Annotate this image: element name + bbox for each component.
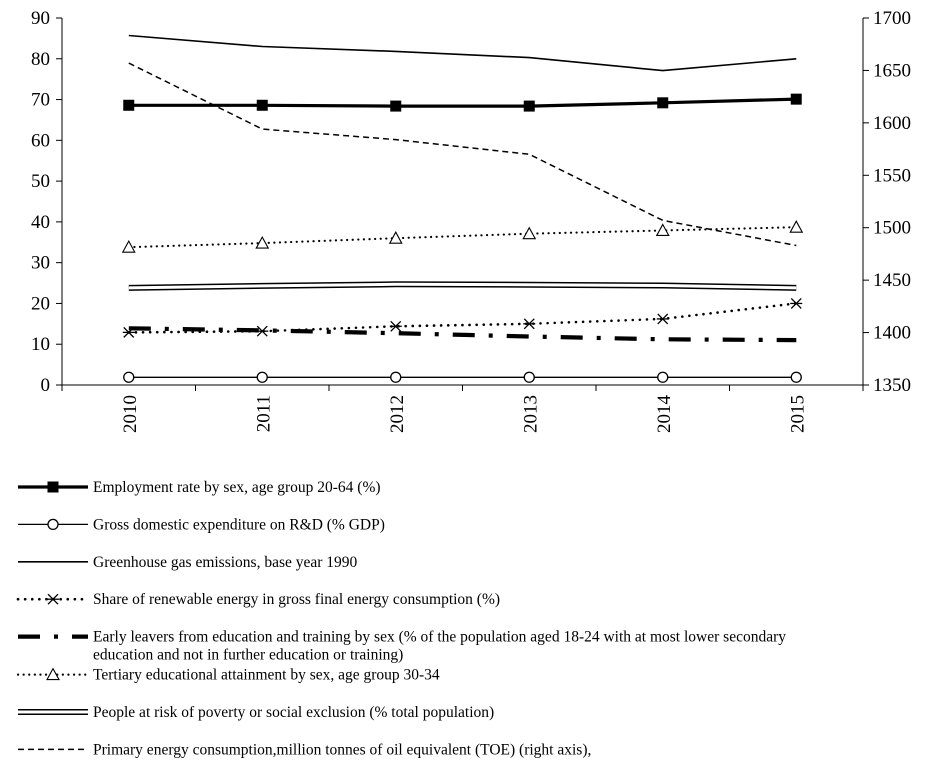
- series-3: [128, 34, 797, 72]
- right-tick-label: 1600: [873, 113, 911, 134]
- x-tick-label: 2012: [387, 395, 408, 433]
- chart-axes: 0 10 20 30 40 50 60 70 80 90 1350 1400 1450 1500 1550 1…: [31, 8, 911, 433]
- left-tick-label: 70: [31, 90, 50, 111]
- data-point: [790, 93, 802, 105]
- series-line: [128, 97, 797, 108]
- series-8: [128, 62, 797, 247]
- x-tick-label: 2015: [787, 395, 808, 433]
- data-point: [256, 371, 268, 383]
- legend-swatch-marker: [47, 593, 59, 605]
- data-point: [789, 220, 804, 233]
- data-point: [123, 99, 135, 111]
- data-point: [656, 313, 669, 325]
- legend-entry-1: Employment rate by sex, age group 20-64 …: [18, 479, 381, 496]
- x-tick-label: 2010: [120, 395, 141, 433]
- left-tick-label: 40: [31, 212, 50, 233]
- right-tick-label: 1550: [873, 165, 911, 186]
- series-line: [128, 34, 797, 72]
- legend-label: Primary energy consumption,million tonne…: [93, 741, 591, 758]
- legend-entry-6: Tertiary educational attainment by sex, …: [16, 667, 440, 684]
- series-7: [128, 281, 797, 291]
- series-4: [122, 297, 803, 338]
- series-layer: [121, 34, 804, 383]
- right-tick-label: 1450: [873, 270, 911, 291]
- series-line: [128, 326, 797, 343]
- data-point: [657, 97, 669, 109]
- data-point: [390, 371, 402, 383]
- data-point: [388, 231, 403, 244]
- data-point: [522, 226, 537, 240]
- left-tick-label: 90: [31, 8, 50, 29]
- legend-swatch-marker: [47, 481, 59, 493]
- chart-legend: Employment rate by sex, age group 20-64 …: [16, 479, 786, 758]
- x-tick-label: 2014: [654, 395, 675, 434]
- right-tick-label: 1400: [873, 323, 911, 344]
- left-tick-label: 0: [41, 375, 51, 396]
- series-6: [121, 220, 804, 253]
- data-point: [390, 100, 402, 112]
- series-line: [127, 226, 798, 249]
- legend-swatch-marker: [46, 667, 60, 681]
- data-point: [655, 223, 670, 237]
- left-tick-label: 10: [31, 334, 50, 355]
- data-point: [123, 371, 135, 383]
- series-line: [128, 62, 797, 247]
- data-point: [389, 320, 402, 332]
- legend-label: Greenhouse gas emissions, base year 1990: [93, 554, 358, 571]
- series-5: [128, 326, 797, 343]
- legend-entry-3: Greenhouse gas emissions, base year 1990: [18, 554, 358, 571]
- data-point: [523, 100, 535, 112]
- legend-entry-8: Primary energy consumption,million tonne…: [18, 741, 591, 758]
- series-line-inner: [128, 282, 797, 290]
- series-line: [127, 302, 798, 334]
- data-point: [523, 318, 536, 330]
- legend-label: Share of renewable energy in gross final…: [93, 591, 500, 608]
- legend-entry-5: Early leavers from education and trainin…: [18, 629, 786, 664]
- left-tick-label: 80: [31, 49, 50, 70]
- x-tick-label: 2013: [520, 395, 541, 433]
- right-tick-label: 1650: [873, 60, 911, 81]
- legend-swatch-marker: [47, 518, 59, 531]
- legend-label: People at risk of poverty or social excl…: [93, 704, 494, 721]
- legend-label: Gross domestic expenditure on R&D (% GDP…: [93, 516, 385, 533]
- data-point: [790, 371, 802, 383]
- legend-entry-4: Share of renewable energy in gross final…: [16, 591, 500, 608]
- legend-label: Early leavers from education and trainin…: [93, 629, 786, 646]
- data-point: [790, 297, 803, 309]
- legend-entry-2: Gross domestic expenditure on R&D (% GDP…: [18, 516, 385, 533]
- legend-label: education and not in further education o…: [93, 647, 403, 664]
- data-point: [121, 240, 136, 253]
- left-tick-label: 30: [31, 253, 50, 274]
- left-tick-label: 50: [31, 171, 50, 192]
- data-point: [657, 371, 669, 383]
- left-tick-label: 60: [31, 130, 50, 151]
- series-2: [123, 371, 802, 383]
- legend-entry-7: People at risk of poverty or social excl…: [18, 704, 494, 721]
- right-tick-label: 1700: [873, 8, 911, 29]
- data-point: [255, 235, 270, 249]
- left-tick-label: 20: [31, 293, 50, 314]
- x-tick-label: 2011: [253, 395, 274, 432]
- data-point: [256, 99, 268, 111]
- right-tick-label: 1350: [873, 375, 911, 396]
- legend-label: Tertiary educational attainment by sex, …: [93, 667, 440, 684]
- data-point: [523, 371, 535, 383]
- legend-label: Employment rate by sex, age group 20-64 …: [93, 479, 381, 496]
- right-tick-label: 1500: [873, 218, 911, 239]
- series-1: [123, 93, 802, 112]
